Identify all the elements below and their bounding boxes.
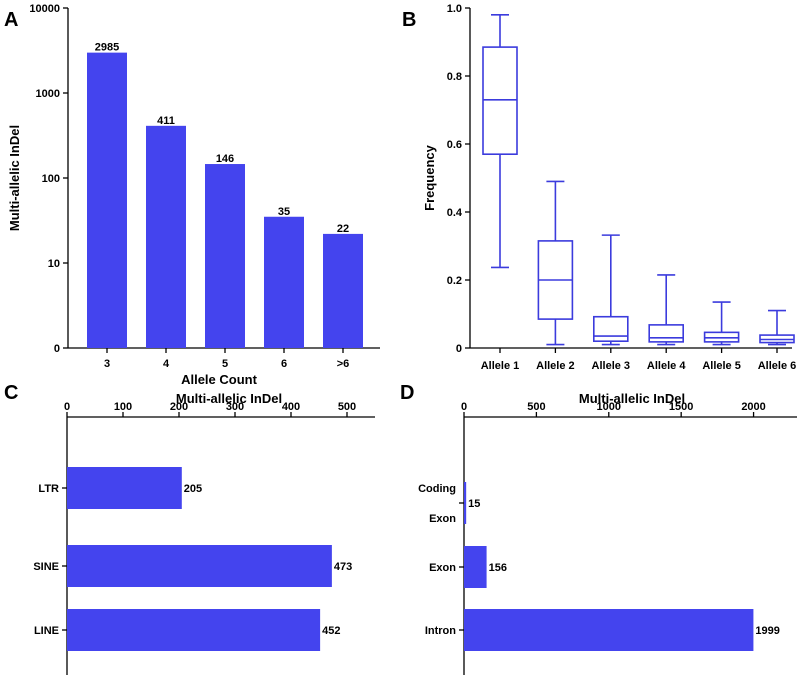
- panel-a-x-tick-label: >6: [337, 358, 350, 370]
- panel-a-data-label: 411: [157, 115, 175, 127]
- panel-c-x-tick-label: 300: [226, 401, 244, 413]
- panel-d-x-tick-label: 0: [461, 401, 467, 413]
- panel-c-y-tick-label: SINE: [33, 561, 59, 573]
- panel-a-x-tick-label: 6: [281, 358, 287, 370]
- panel-b-box: [592, 315, 629, 343]
- panel-b-label: B: [402, 9, 416, 31]
- panel-b-y-tick-label: 0: [456, 343, 462, 355]
- panel-a-data-label: 35: [278, 206, 290, 218]
- panel-d-data-label: 156: [489, 562, 507, 574]
- panel-d-x-tick-label: 2000: [741, 401, 765, 413]
- panel-d-bar: [464, 482, 467, 524]
- panel-a-data-label: 22: [337, 223, 349, 235]
- panel-b-y-tick-label: 0.8: [447, 71, 462, 83]
- panel-d-data-label: 1999: [755, 625, 779, 637]
- panel-a-y-tick-label: 10000: [29, 3, 60, 15]
- panel-c-x-tick-label: 400: [282, 401, 300, 413]
- panel-b-y-axis-title: Frequency: [422, 144, 437, 211]
- panel-d-bar: [464, 546, 487, 588]
- panel-d-x-tick-label: 1000: [597, 401, 621, 413]
- panel-d-horizontal-bar-chart: D Multi-allelic InDel 0 500 1000 1500 2000 15…: [400, 382, 797, 675]
- panel-c-x-tick-label: 200: [170, 401, 188, 413]
- panel-a-label: A: [4, 9, 18, 31]
- panel-d-x-tick-label: 1500: [669, 401, 693, 413]
- panel-b-box: [482, 46, 518, 155]
- panel-c-x-axis-title: Multi-allelic InDel: [176, 391, 282, 406]
- panel-a-y-axis-title: Multi-allelic InDel: [7, 125, 22, 231]
- panel-d-bar: [464, 609, 754, 651]
- panel-b-box: [648, 324, 685, 343]
- panel-c-x-tick-label: 500: [338, 401, 356, 413]
- panel-c-bar: [67, 609, 321, 651]
- panel-b-x-tick-label: Allele 3: [592, 360, 631, 372]
- panel-b-y-tick-label: 0.4: [447, 207, 463, 219]
- panel-c-data-label: 473: [334, 561, 352, 573]
- panel-b-y-tick-label: 0.6: [447, 139, 462, 151]
- panel-c-data-label: 205: [184, 483, 202, 495]
- panel-a-log-bar-chart: A Multi-allelic InDel Allele Count 0 10 10…: [4, 3, 380, 387]
- panel-d-y-tick-label: Exon: [429, 513, 456, 525]
- panel-a-x-tick-label: 3: [104, 358, 110, 370]
- panel-b-x-tick-label: Allele 1: [481, 360, 520, 372]
- panel-b-x-tick-label: Allele 5: [702, 360, 741, 372]
- panel-a-y-tick-label: 1000: [36, 88, 60, 100]
- panel-c-y-tick-label: LTR: [38, 483, 59, 495]
- panel-d-x-axis-title: Multi-allelic InDel: [579, 391, 685, 406]
- panel-a-y-tick-label: 10: [48, 258, 60, 270]
- panel-c-data-label: 452: [322, 625, 340, 637]
- panel-a-bar: [264, 216, 304, 348]
- panel-a-bar: [205, 164, 245, 348]
- panel-a-bar: [87, 52, 127, 348]
- panel-c-y-tick-label: LINE: [34, 625, 59, 637]
- panel-a-x-tick-label: 4: [163, 358, 170, 370]
- panel-c-label: C: [4, 382, 18, 404]
- panel-d-y-tick-label: Intron: [425, 625, 456, 637]
- panel-a-data-label: 146: [216, 153, 234, 165]
- panel-b-x-tick-label: Allele 2: [536, 360, 575, 372]
- panel-a-bar: [146, 125, 186, 348]
- panel-d-label: D: [400, 382, 414, 404]
- panel-a-bar: [323, 233, 363, 348]
- panel-d-data-label: 15: [468, 498, 480, 510]
- panel-b-y-tick-label: 0.2: [447, 275, 462, 287]
- panel-c-x-tick-label: 100: [114, 401, 132, 413]
- panel-b-x-tick-label: Allele 4: [647, 360, 686, 372]
- panel-c-x-tick-label: 0: [64, 401, 70, 413]
- panel-c-bar: [67, 545, 332, 587]
- panel-b-box-plot: B Frequency 0 0.2 0.4 0.6 0.8 1.0 Allele 1 Alle…: [402, 3, 796, 372]
- panel-b-y-tick-label: 1.0: [447, 3, 462, 15]
- panel-a-data-label: 2985: [95, 42, 119, 54]
- panel-a-y-tick-label: 100: [42, 173, 60, 185]
- panel-d-x-tick-label: 500: [527, 401, 545, 413]
- panel-d-y-tick-label: Exon: [429, 562, 456, 574]
- panel-a-x-tick-label: 5: [222, 358, 228, 370]
- panel-c-horizontal-bar-chart: C Multi-allelic InDel 0 100 200 300 400 500 20…: [4, 382, 375, 675]
- panel-a-x-axis-title: Allele Count: [181, 372, 258, 387]
- panel-c-bar: [67, 467, 182, 509]
- panel-b-x-tick-label: Allele 6: [758, 360, 797, 372]
- panel-d-y-tick-label: Coding: [418, 483, 456, 495]
- panel-a-y-tick-label: 0: [54, 343, 60, 355]
